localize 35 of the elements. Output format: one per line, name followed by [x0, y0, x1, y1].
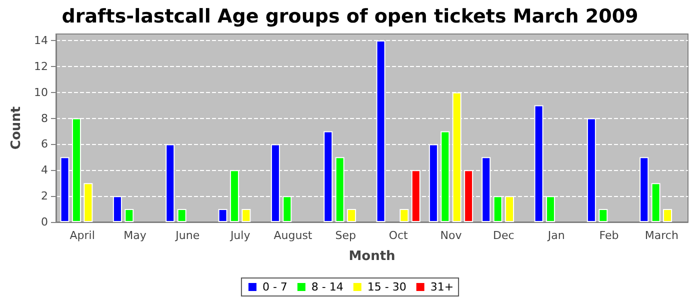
x-tick-label: March: [644, 229, 678, 242]
bar: [400, 209, 409, 222]
legend-label: 31+: [430, 280, 454, 294]
y-tick-label: 8: [41, 112, 48, 125]
x-tick-label: April: [70, 229, 95, 242]
legend-label: 0 - 7: [262, 280, 288, 294]
x-tick-label: July: [229, 229, 251, 242]
legend-label: 8 - 14: [311, 280, 344, 294]
bar: [663, 209, 672, 222]
y-tick-label: 14: [34, 34, 48, 47]
x-tick-label: June: [174, 229, 200, 242]
x-tick-label: Feb: [599, 229, 619, 242]
x-tick-label: Nov: [440, 229, 462, 242]
bar: [218, 209, 228, 222]
x-tick-label: Dec: [493, 229, 514, 242]
x-tick-label: May: [124, 229, 147, 242]
y-tick-label: 12: [34, 60, 48, 73]
bar: [177, 209, 186, 222]
chart-title: drafts-lastcall Age groups of open tickets March 2009: [62, 6, 638, 28]
x-tick-label: Oct: [388, 229, 409, 242]
y-tick-label: 2: [41, 190, 48, 203]
x-tick-label: Sep: [335, 229, 356, 242]
y-axis-title: Count: [9, 106, 24, 150]
y-tick-label: 0: [41, 216, 48, 228]
bar: [347, 209, 356, 222]
x-tick-label: August: [274, 229, 313, 242]
y-tick-label: 10: [34, 86, 48, 99]
y-tick-label: 6: [41, 138, 48, 151]
x-tick-label: Jan: [546, 229, 565, 242]
y-tick-label: 4: [41, 164, 48, 177]
bar: [242, 209, 251, 222]
legend-label: 15 - 30: [367, 280, 406, 294]
bar: [598, 209, 608, 222]
x-axis-title: Month: [348, 249, 396, 264]
bar: [124, 209, 134, 222]
